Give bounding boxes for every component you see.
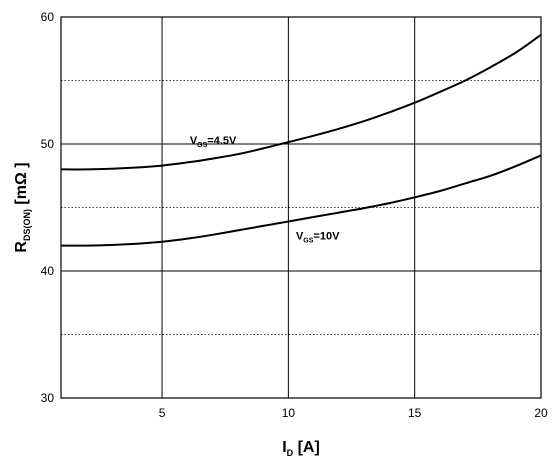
y-axis-label: RDS(ON) [mΩ ] [13,162,32,252]
x-tick-label-5: 5 [159,406,166,420]
series-label-0: VGS=4.5V [190,135,237,149]
x-tick-labels: 5 10 15 20 [159,406,548,420]
x-axis-label: ID [A] [282,439,320,458]
series-line-0 [60,33,542,171]
series-label-1: VGS=10V [296,230,340,244]
series-line-1 [60,154,542,247]
series-annotations: VGS=4.5V VGS=10V [190,135,340,244]
y-tick-label-40: 40 [41,264,55,278]
y-tick-label-60: 60 [41,10,55,24]
y-tick-label-50: 50 [41,137,55,151]
plot-frame [60,16,542,399]
x-tick-label-15: 15 [408,406,422,420]
x-tick-label-10: 10 [282,406,296,420]
y-tick-label-30: 30 [41,391,55,405]
y-tick-labels: 30 40 50 60 [41,10,55,405]
grid [61,17,541,398]
series-lines [60,33,542,247]
x-tick-label-20: 20 [534,406,548,420]
